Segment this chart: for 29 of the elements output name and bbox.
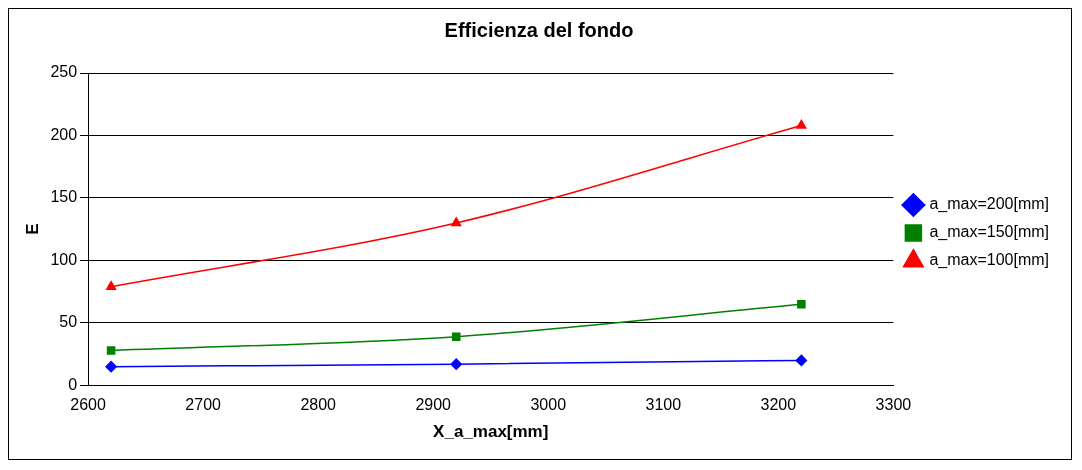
point <box>105 360 117 373</box>
y-tick-label: 200 <box>50 125 78 143</box>
point <box>451 332 461 341</box>
legend-label: a_max=100[mm] <box>929 251 1049 270</box>
point <box>106 280 117 290</box>
x-axis-title: X_a_max[mm] <box>433 422 549 442</box>
point <box>450 358 462 370</box>
x-tick-label: 3000 <box>530 396 567 414</box>
chart-title: Efficienza del fondo <box>444 18 634 41</box>
point <box>797 299 806 309</box>
y-tick-label: 250 <box>50 63 78 81</box>
y-tick-label: 150 <box>50 188 78 206</box>
x-tick-label: 2800 <box>300 396 337 414</box>
x-tick-label: 2600 <box>70 396 106 414</box>
y-tick-label: 100 <box>50 250 78 268</box>
point <box>796 119 807 129</box>
y-tick-label: 50 <box>59 313 78 331</box>
x-tick-label: 3100 <box>645 396 682 414</box>
legend-label: a_max=200[mm] <box>929 195 1049 214</box>
point <box>795 354 808 367</box>
x-tick-label: 3200 <box>760 396 797 414</box>
x-tick-label: 2700 <box>185 396 222 414</box>
point <box>106 346 116 355</box>
point <box>451 217 462 227</box>
y-tick-label: 0 <box>68 375 78 393</box>
legend-label: a_max=150[mm] <box>929 223 1049 242</box>
x-tick-label: 2900 <box>415 396 452 414</box>
y-axis-title: E <box>22 223 42 235</box>
x-tick-label: 3300 <box>875 396 912 414</box>
